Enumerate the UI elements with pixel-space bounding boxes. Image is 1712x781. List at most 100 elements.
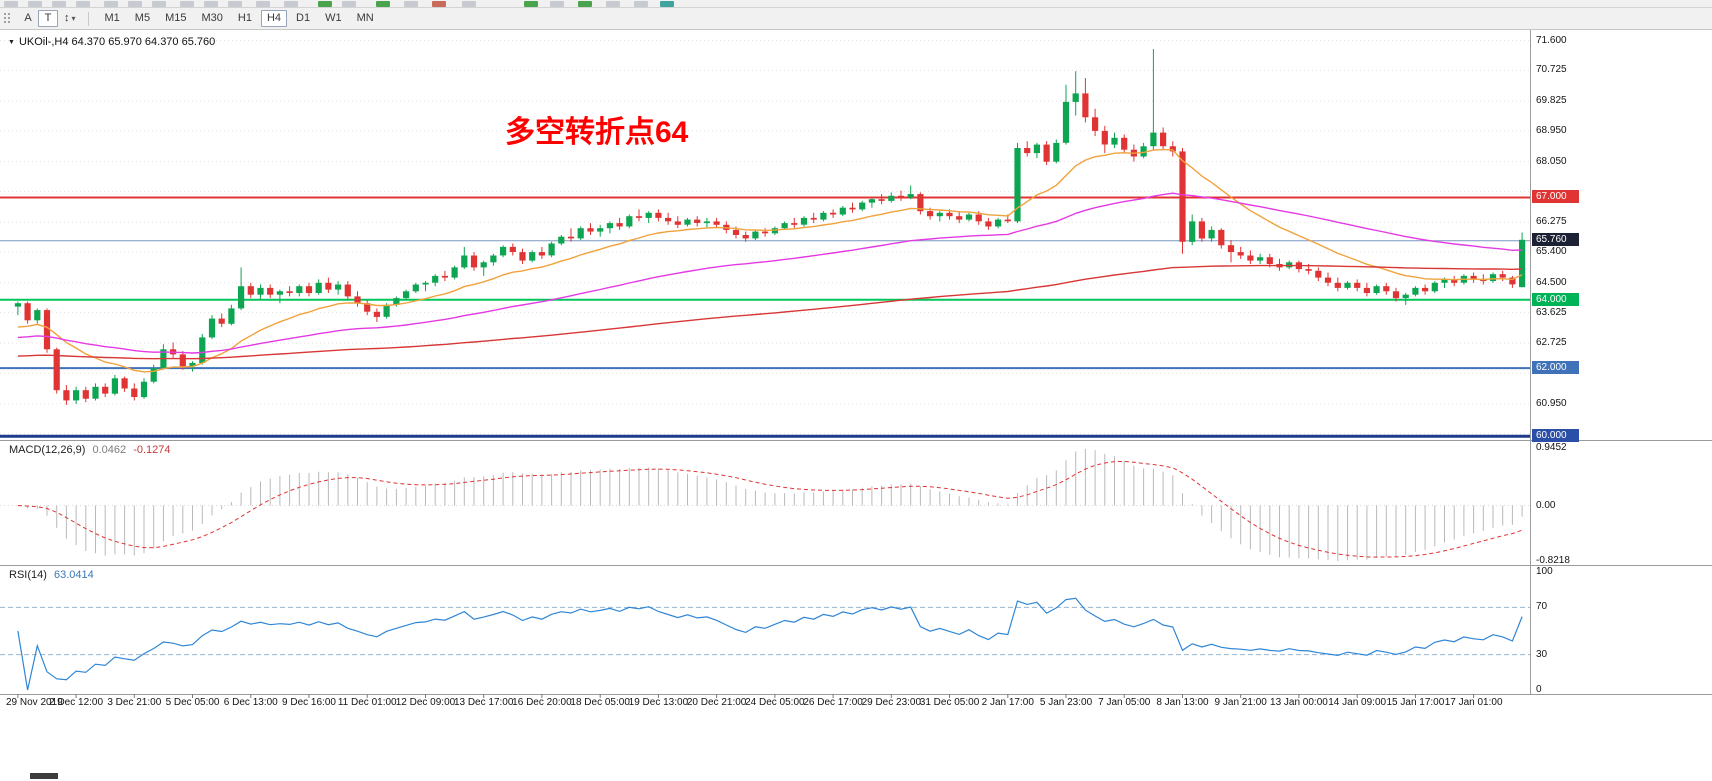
candle-body	[179, 354, 186, 367]
toolbar-separator	[87, 11, 89, 26]
candle-body	[587, 228, 594, 232]
candle-body	[567, 236, 575, 239]
candle-body	[1315, 270, 1322, 278]
candle-body	[529, 252, 536, 261]
text-label-tool-button[interactable]: A	[18, 10, 38, 27]
candle-body	[1014, 148, 1021, 222]
candle-body	[703, 221, 710, 224]
candle-body	[917, 194, 924, 212]
cropped-top-toolbar	[0, 0, 1712, 8]
cropped-icon	[432, 1, 446, 7]
candle-body	[1179, 151, 1186, 242]
cropped-icon	[256, 1, 270, 7]
main-chart-panel[interactable]	[0, 30, 1530, 440]
candle-body	[849, 207, 856, 210]
candle-body	[208, 318, 216, 338]
rsi-panel[interactable]	[0, 566, 1530, 694]
candle-body	[150, 368, 157, 382]
candle-body	[936, 212, 943, 217]
candle-body	[995, 219, 1002, 227]
candle-body	[645, 212, 652, 218]
candle-body	[1111, 137, 1118, 145]
candle-body	[1082, 93, 1089, 118]
arrows-tool-button[interactable]: ↕ ▾	[58, 10, 82, 27]
timeframe-m1[interactable]: M1	[99, 10, 126, 27]
timeframe-m30[interactable]: M30	[195, 10, 228, 27]
cropped-icon	[76, 1, 90, 7]
cropped-icon	[152, 1, 166, 7]
candle-body	[897, 195, 905, 198]
candle-body	[34, 310, 41, 321]
candle-body	[1198, 221, 1205, 239]
timeframe-mn[interactable]: MN	[351, 10, 380, 27]
candle-body	[1451, 279, 1458, 283]
timeframe-w1[interactable]: W1	[319, 10, 348, 27]
candle-body	[519, 252, 526, 261]
candle-body	[810, 217, 817, 220]
cropped-icon	[284, 1, 298, 7]
macd-signal-line	[17, 460, 1523, 558]
candle-body	[1004, 219, 1011, 222]
timeframe-d1[interactable]: D1	[290, 10, 316, 27]
price-scale[interactable]	[1530, 30, 1600, 694]
cropped-icon	[204, 1, 218, 7]
cropped-icon	[462, 1, 476, 7]
cropped-icon	[376, 1, 390, 7]
candle-body	[393, 298, 400, 305]
candle-body	[956, 216, 963, 220]
candle-body	[1489, 274, 1497, 281]
candle-body	[606, 223, 613, 229]
candle-body	[257, 287, 264, 295]
candle-body	[548, 243, 555, 256]
candle-body	[985, 221, 992, 227]
cropped-icon	[404, 1, 418, 7]
timeframe-m5[interactable]: M5	[129, 10, 156, 27]
candle-body	[1033, 144, 1040, 154]
candle-body	[1062, 101, 1070, 143]
candle-body	[1383, 286, 1390, 292]
text-tool-button[interactable]: T	[38, 10, 58, 27]
candle-body	[1392, 291, 1400, 299]
candle-body	[82, 390, 89, 399]
candle-body	[247, 286, 254, 295]
candle-body	[14, 303, 21, 307]
toolbar-drag-handle-icon[interactable]	[3, 12, 12, 25]
candle-body	[53, 349, 60, 391]
cropped-icon	[606, 1, 620, 7]
candle-body	[538, 252, 545, 256]
candle-body	[364, 303, 371, 312]
candle-body	[432, 275, 439, 283]
candle-body	[1101, 130, 1108, 145]
macd-panel[interactable]	[0, 441, 1530, 565]
candle-body	[1247, 255, 1254, 261]
time-scale[interactable]	[0, 694, 1530, 711]
cropped-icon	[660, 1, 674, 7]
cropped-icon	[104, 1, 118, 7]
candle-body	[1150, 132, 1157, 147]
candle-body	[1334, 282, 1341, 288]
cropped-icon	[550, 1, 564, 7]
candle-body	[1169, 146, 1176, 152]
candle-body	[286, 291, 293, 293]
caret-down-icon: ▾	[71, 14, 76, 23]
candle-body	[791, 223, 798, 225]
candle-body	[878, 199, 885, 201]
candle-body	[373, 311, 380, 317]
candle-body	[63, 390, 70, 401]
candle-body	[1189, 221, 1196, 242]
candle-body	[1441, 279, 1448, 283]
candle-body	[315, 282, 322, 293]
candle-body	[500, 246, 507, 256]
timeframe-m15[interactable]: M15	[159, 10, 192, 27]
candle-body	[888, 195, 895, 201]
candle-body	[43, 310, 51, 350]
candle-body	[946, 212, 953, 217]
timeframe-h4[interactable]: H4	[260, 10, 288, 27]
candle-body	[820, 212, 827, 220]
candle-body	[354, 296, 361, 304]
candle-body	[383, 304, 390, 317]
timeframe-h1[interactable]: H1	[232, 10, 258, 27]
candle-body	[1227, 245, 1235, 252]
candle-body	[597, 228, 604, 232]
